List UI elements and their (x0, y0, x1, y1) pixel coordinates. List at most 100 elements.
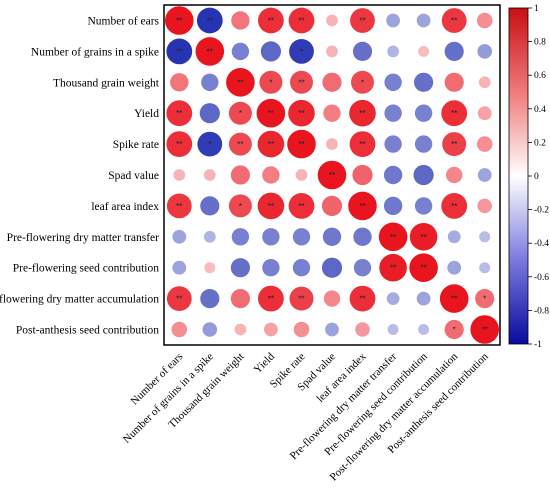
column-label-0: Number of ears (129, 351, 186, 408)
correlation-cell-2-9 (444, 72, 464, 92)
correlation-cell-4-2 (228, 132, 252, 156)
correlation-cell-7-7 (378, 222, 408, 252)
correlation-cell-6-2 (228, 194, 252, 218)
correlation-cell-1-1 (195, 37, 225, 66)
significance-label-9-9: ** (451, 295, 457, 304)
correlation-cell-10-5 (325, 322, 339, 337)
correlation-cell-4-6 (349, 131, 376, 158)
correlation-cells: ** ** ** ** ** **** ** *** * ** *** * ** ** ** **** * ** *… (165, 6, 500, 344)
correlation-cell-10-10 (470, 315, 500, 344)
correlation-cell-8-4 (292, 259, 311, 277)
correlation-cell-0-1 (196, 7, 223, 34)
colorbar-tick-label-10: -1 (534, 340, 542, 350)
correlation-cell-9-5 (323, 290, 341, 307)
correlation-cell-9-7 (386, 292, 400, 305)
significance-label-2-4: ** (298, 78, 304, 87)
correlation-cell-10-1 (202, 322, 218, 337)
correlation-cell-3-5 (323, 104, 341, 122)
significance-label-2-2: ** (237, 78, 243, 87)
correlation-cell-0-0 (165, 6, 194, 35)
significance-label-6-3: ** (268, 202, 274, 211)
correlation-cell-0-7 (386, 13, 400, 28)
correlation-cell-8-2 (230, 258, 250, 278)
correlation-cell-10-0 (171, 321, 188, 338)
row-label-5: Spad value (108, 170, 159, 182)
significance-label-1-0: ** (176, 47, 182, 56)
colorbar-tick-label-9: -0.8 (534, 306, 549, 316)
correlation-cell-7-3 (262, 228, 280, 246)
correlation-cell-3-1 (199, 103, 220, 124)
significance-label-8-8: ** (420, 264, 426, 273)
correlation-cell-1-0 (166, 38, 193, 65)
row-label-8: Pre-flowering seed contribution (13, 263, 160, 275)
row-label-1: Number of grains in a spike (31, 46, 159, 58)
row-label-0: Number of ears (87, 16, 159, 28)
correlation-cell-9-2 (230, 289, 250, 309)
correlation-cell-8-10 (479, 262, 491, 274)
correlation-cell-4-5 (326, 138, 338, 151)
correlation-cell-2-5 (322, 72, 342, 92)
correlation-cell-8-9 (447, 260, 462, 275)
correlation-cell-0-3 (258, 7, 284, 34)
row-label-7: Pre-flowering dry matter transfer (7, 232, 159, 244)
colorbar-ticks: 1 0.8 0.6 0.4 0.2 0 -0.2 -0.4 -0.6 -0.8 -1 (528, 4, 549, 350)
correlation-cell-3-3 (256, 98, 286, 128)
correlation-cell-5-8 (413, 164, 434, 186)
correlation-cell-2-3 (259, 70, 283, 94)
correlation-cell-8-3 (262, 259, 280, 277)
correlation-cell-10-9 (444, 319, 464, 340)
correlation-cell-9-4 (289, 286, 314, 311)
correlation-cell-5-9 (446, 166, 463, 184)
significance-label-4-4: ** (298, 140, 304, 149)
correlation-cell-1-3 (260, 41, 281, 62)
correlation-cell-6-4 (288, 193, 315, 219)
correlation-cell-9-0 (166, 286, 192, 311)
correlation-cell-2-10 (478, 76, 491, 89)
significance-label-6-0: ** (176, 202, 182, 211)
significance-label-9-0: ** (176, 295, 182, 304)
correlation-cell-2-0 (170, 73, 189, 92)
plot-frame (163, 4, 501, 346)
correlation-cell-6-6 (348, 191, 377, 221)
correlation-cell-5-1 (203, 169, 216, 181)
significance-label-4-9: ** (451, 140, 457, 149)
correlation-cell-1-7 (387, 45, 399, 58)
correlation-cell-10-3 (264, 322, 278, 337)
correlation-cell-1-9 (444, 41, 464, 62)
significance-label-3-0: ** (176, 109, 182, 118)
significance-label-4-3: ** (268, 140, 274, 149)
correlation-cell-1-8 (418, 45, 430, 57)
correlation-cell-6-7 (383, 196, 403, 216)
correlation-cell-5-0 (173, 169, 186, 181)
correlation-cell-8-6 (353, 259, 372, 277)
significance-label-2-6: * (361, 78, 364, 87)
correlation-cell-10-8 (418, 324, 430, 335)
correlation-cell-6-3 (257, 192, 285, 220)
correlation-cell-3-8 (414, 104, 433, 122)
correlation-cell-7-1 (203, 230, 216, 243)
correlation-cell-0-2 (231, 11, 250, 30)
correlation-cell-0-4 (288, 7, 315, 34)
row-label-10: Post-anthesis seed contribution (16, 325, 159, 337)
significance-label-9-3: ** (268, 295, 274, 304)
significance-label-6-9: ** (451, 202, 457, 211)
correlation-cell-10-6 (355, 322, 370, 337)
correlation-cell-0-9 (441, 8, 467, 33)
correlation-cell-1-5 (326, 45, 338, 58)
correlation-cell-5-6 (352, 164, 373, 186)
row-label-2: Thousand grain weight (53, 77, 160, 89)
correlation-cell-0-6 (350, 8, 375, 33)
column-label-3: Yield (252, 350, 278, 376)
significance-label-0-4: ** (298, 17, 304, 26)
correlation-cell-9-8 (416, 291, 431, 306)
correlation-cell-9-10 (475, 289, 495, 309)
significance-label-6-4: ** (298, 202, 304, 211)
colorbar-tick-label-6: -0.2 (534, 206, 549, 216)
colorbar-tick-label-2: 0.6 (534, 71, 546, 81)
correlation-cell-9-6 (349, 285, 376, 312)
correlation-cell-4-0 (166, 131, 193, 158)
colorbar: 1 0.8 0.6 0.4 0.2 0 -0.2 -0.4 -0.6 -0.8 -1 (508, 4, 549, 350)
correlation-cell-2-8 (414, 72, 434, 92)
significance-label-3-2: * (239, 109, 242, 118)
significance-label-7-7: ** (390, 233, 396, 242)
